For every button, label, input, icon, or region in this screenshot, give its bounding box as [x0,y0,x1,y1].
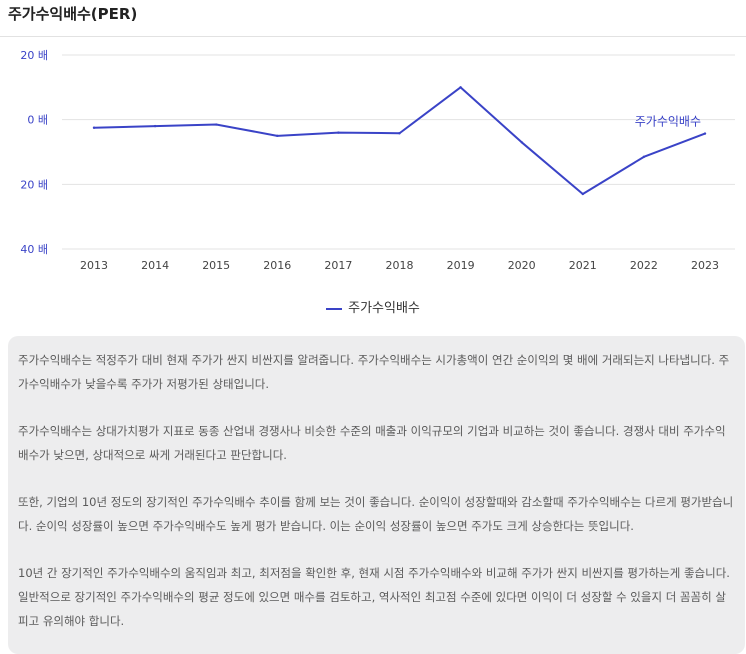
header: 주가수익배수(PER) [0,0,746,37]
x-tick-label: 2018 [386,259,414,272]
x-tick-label: 2016 [263,259,291,272]
data-point [459,86,462,89]
y-tick-label: 20 배 [20,49,48,62]
y-tick-label: 0 배 [27,114,48,127]
x-tick-label: 2022 [630,259,658,272]
x-tick-label: 2021 [569,259,597,272]
data-point [520,141,523,144]
per-line-chart: 20 배 0 배 20 배 40 배 2013 2014 2015 2016 2017 2018 2… [20,49,735,272]
data-point [398,132,401,135]
description-paragraph-3: 또한, 기업의 10년 정도의 장기적인 주가수익배수 추이를 함께 보는 것이… [18,495,734,533]
data-point [276,134,279,138]
series-annotation: 주가수익배수 [635,115,701,129]
description-paragraph-1: 주가수익배수는 적정주가 대비 현재 주가가 싼지 비싼지를 알려줍니다. 주가… [18,353,730,391]
legend-label: 주가수익배수 [348,301,420,316]
x-tick-label: 2014 [141,259,169,272]
data-point [153,124,157,128]
description-panel: 주가수익배수는 적정주가 대비 현재 주가가 싼지 비싼지를 알려줍니다. 주가… [8,336,745,654]
data-point [337,131,340,134]
page-title: 주가수익배수(PER) [8,5,138,23]
x-tick-label: 2015 [202,259,230,272]
x-tick-label: 2020 [508,259,536,272]
x-tick-label: 2017 [324,259,352,272]
y-tick-label: 40 배 [20,243,48,256]
description-paragraph-4: 10년 간 장기적인 주가수익배수의 움직임과 최고, 최저점을 확인한 후, … [18,566,730,628]
description-paragraph-2: 주가수익배수는 상대가치평가 지표로 동종 산업내 경쟁사나 비슷한 수준의 매… [18,424,726,462]
y-tick-label: 20 배 [20,178,48,191]
data-point [703,132,707,135]
legend-swatch [326,307,343,310]
data-point [642,155,646,159]
x-tick-label: 2019 [447,259,475,272]
data-point [215,123,218,126]
data-point [92,126,96,129]
chart-legend[interactable]: 주가수익배수 [0,297,746,316]
x-tick-label: 2023 [691,259,719,272]
data-point [581,192,584,196]
x-tick-label: 2013 [80,259,108,272]
series-line [93,86,706,196]
